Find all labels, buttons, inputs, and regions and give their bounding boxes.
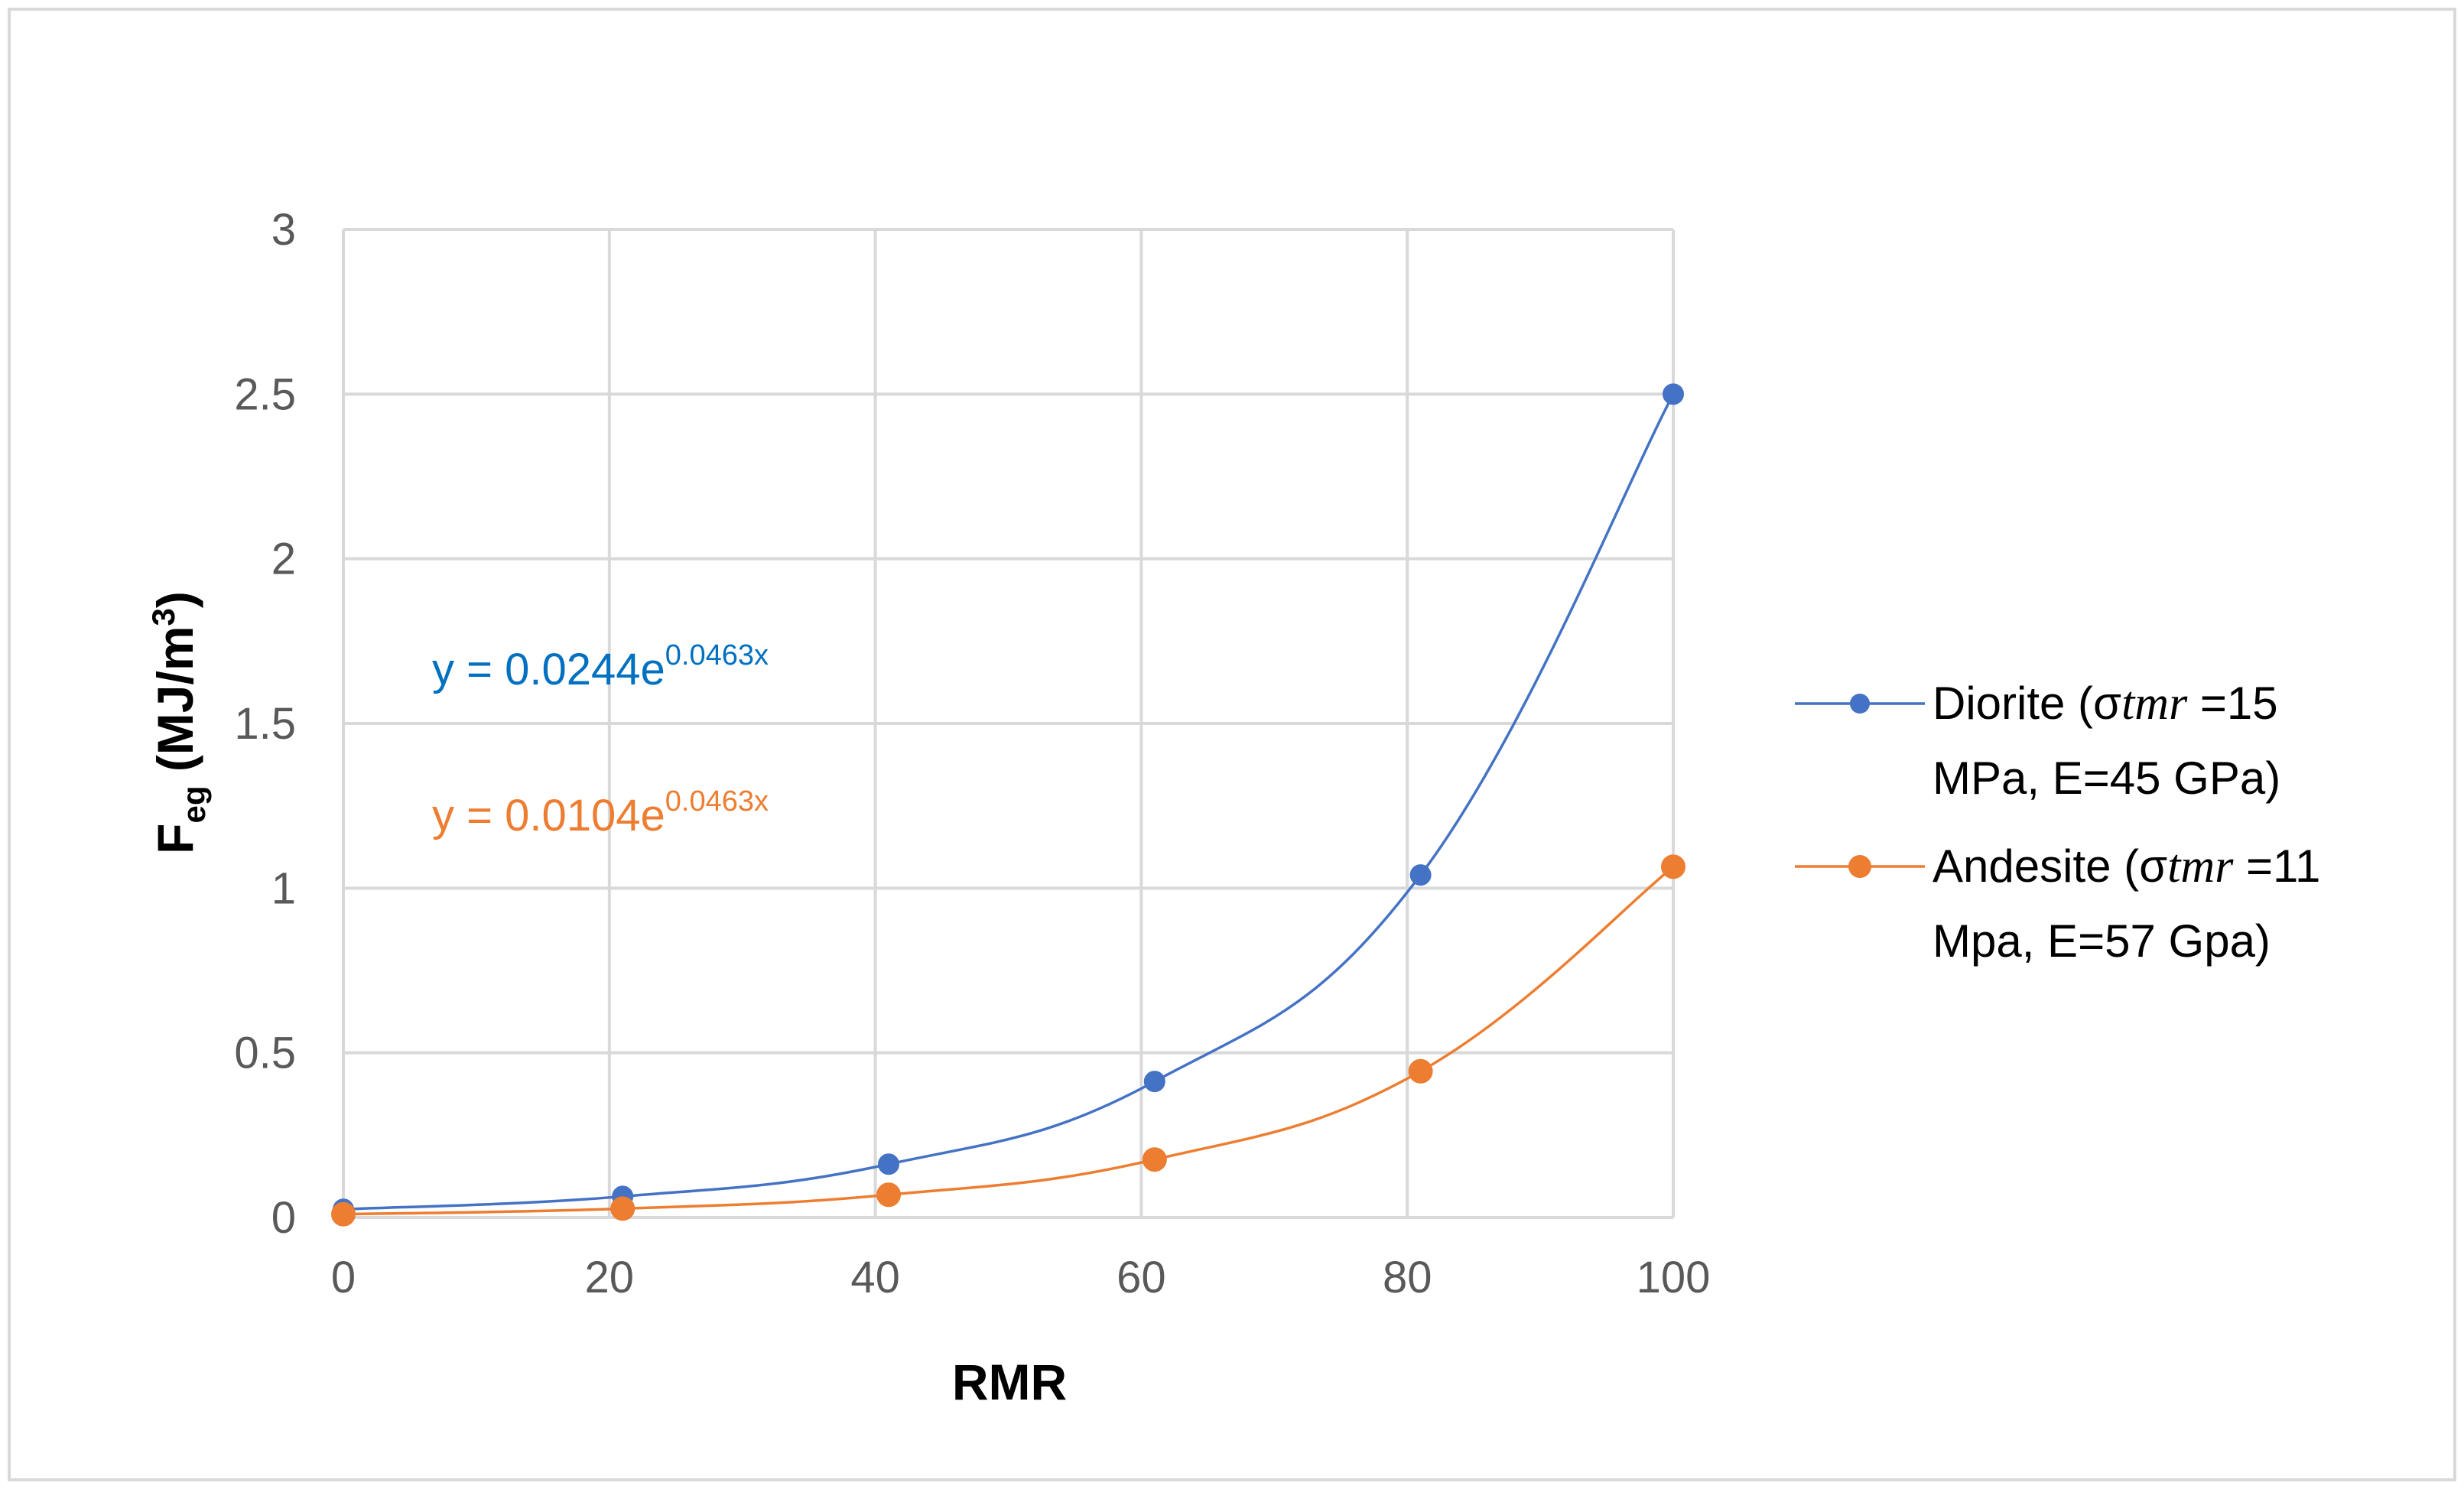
trendline-equation-andesite: y = 0.0104e0.0463x xyxy=(432,785,769,840)
legend-marker xyxy=(1850,694,1870,714)
y-tick-label: 1 xyxy=(271,863,296,913)
legend: Diorite (σtmr =15 MPa, E=45 GPa) Andesite … xyxy=(1795,678,2320,967)
series-line-diorite xyxy=(343,393,1675,1211)
y-tick-label: 0.5 xyxy=(234,1029,296,1078)
x-tick-label: 100 xyxy=(1637,1253,1711,1302)
data-point-andesite xyxy=(1142,1147,1167,1172)
x-tick-label: 80 xyxy=(1383,1253,1432,1302)
legend-item-andesite: Andesite (σtmr =11 Mpa, E=57 Gpa) xyxy=(1795,840,2320,967)
data-point-diorite xyxy=(1409,864,1432,886)
series-lines xyxy=(343,393,1675,1216)
equation-base: y = 0.0104e xyxy=(432,791,665,840)
tick-labels: 0 0.5 1 1.5 2 2.5 3 0 20 40 60 80 100 xyxy=(234,205,1710,1302)
series-line-andesite xyxy=(343,865,1675,1216)
chart-frame xyxy=(8,8,2456,1481)
gridlines xyxy=(342,228,1675,1219)
x-tick-label: 20 xyxy=(585,1253,635,1302)
y-axis-title-superscript: 3 xyxy=(145,608,181,626)
legend-label: MPa, E=45 GPa) xyxy=(1933,753,2280,804)
x-tick-label: 0 xyxy=(331,1253,356,1302)
y-tick-label: 3 xyxy=(271,205,296,255)
legend-label: Diorite (σtmr =15 xyxy=(1933,678,2278,730)
y-axis-title-unit-close: ) xyxy=(147,591,203,608)
equation-base: y = 0.0244e xyxy=(432,645,665,694)
y-tick-label: 2 xyxy=(271,535,296,584)
data-point-andesite xyxy=(876,1182,901,1208)
legend-label: Andesite (σtmr =11 xyxy=(1933,840,2320,892)
data-markers xyxy=(331,383,1685,1227)
y-tick-label: 1.5 xyxy=(234,699,296,749)
x-axis-title: RMR xyxy=(952,1354,1067,1410)
y-axis-title-unit: (MJ/m xyxy=(147,626,203,785)
data-point-andesite xyxy=(1408,1058,1433,1084)
y-axis-title-subscript: eg xyxy=(176,786,212,824)
legend-marker xyxy=(1848,855,1871,878)
data-point-diorite xyxy=(1663,383,1684,405)
data-point-diorite xyxy=(877,1153,899,1175)
legend-label: Mpa, E=57 Gpa) xyxy=(1933,915,2271,967)
data-point-andesite xyxy=(331,1201,356,1227)
x-tick-label: 40 xyxy=(850,1253,900,1302)
equation-exponent: 0.0463x xyxy=(665,785,769,818)
data-point-andesite xyxy=(1661,854,1685,879)
equation-exponent: 0.0463x xyxy=(665,639,769,671)
x-tick-label: 60 xyxy=(1117,1253,1166,1302)
data-point-diorite xyxy=(1143,1071,1165,1093)
legend-item-diorite: Diorite (σtmr =15 MPa, E=45 GPa) xyxy=(1795,678,2280,804)
trendline-equation-diorite: y = 0.0244e0.0463x xyxy=(432,639,769,694)
y-tick-label: 0 xyxy=(271,1193,296,1243)
data-point-andesite xyxy=(610,1196,636,1221)
y-axis-title: Feg (MJ/m3) xyxy=(145,591,212,854)
y-axis-title-main: F xyxy=(147,824,203,854)
y-tick-label: 2.5 xyxy=(234,369,296,419)
